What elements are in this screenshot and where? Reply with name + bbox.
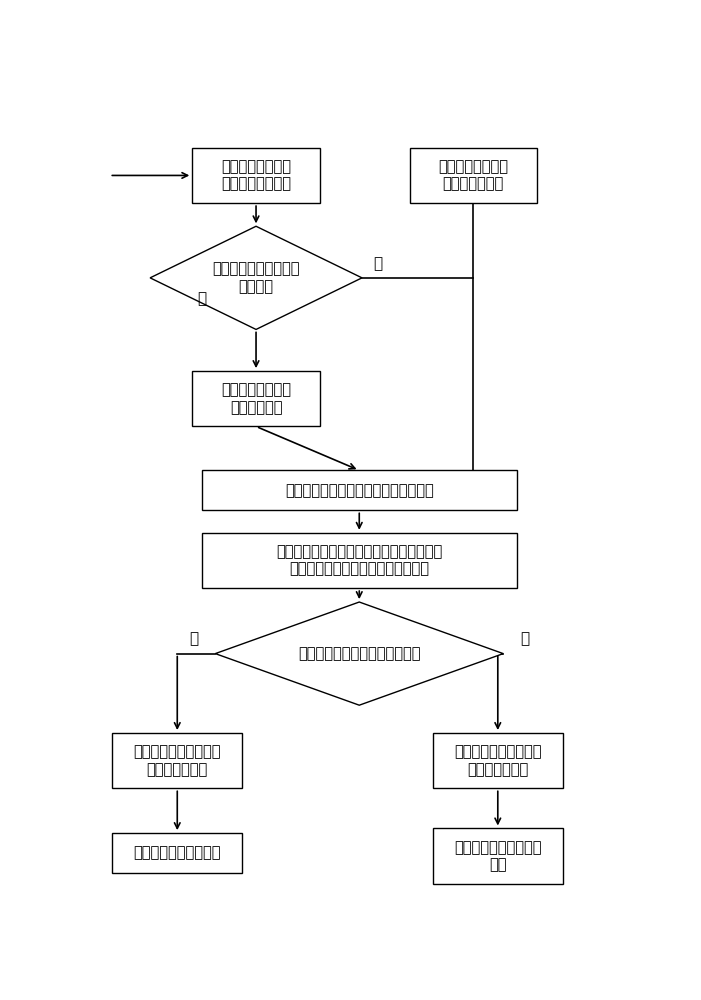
Text: 利用光路控制光入射稀土掺杂晶体材料: 利用光路控制光入射稀土掺杂晶体材料 [285,483,434,498]
Text: 计算频率时间映射关系: 计算频率时间映射关系 [133,846,221,861]
Bar [433,828,563,884]
Text: 计算待测激光器频率漂
移量: 计算待测激光器频率漂 移量 [454,840,542,872]
Text: 是否用于确定频率时间映射关系: 是否用于确定频率时间映射关系 [298,646,421,661]
Text: 经探测、采样后获得的已调光信号形成的光
谱烧孔或待测光信号形成的光谱烧孔: 经探测、采样后获得的已调光信号形成的光 谱烧孔或待测光信号形成的光谱烧孔 [276,544,442,577]
Text: 否: 否 [520,631,529,646]
Text: 利用读激光器产生
一束啁啾光信号: 利用读激光器产生 一束啁啾光信号 [438,159,508,192]
Bar [112,733,243,788]
Bar [192,371,320,426]
Text: 是: 是 [189,631,198,646]
Bar [433,733,563,788]
Bar [409,148,537,203]
Bar [202,533,517,588]
Text: 测量已调光信号形成的
光谱烧孔处时间: 测量已调光信号形成的 光谱烧孔处时间 [133,744,221,777]
Text: 利用待测激光器产
生一束待测光信号: 利用待测激光器产 生一束待测光信号 [221,159,291,192]
Text: 测量待测光信号形成的
光谱烧孔处时间: 测量待测光信号形成的 光谱烧孔处时间 [454,744,542,777]
Text: 否: 否 [374,256,383,271]
Text: 是否用于确定频率时间
映射关系: 是否用于确定频率时间 映射关系 [212,262,300,294]
Polygon shape [150,226,362,329]
Bar [192,148,320,203]
Polygon shape [215,602,503,705]
Text: 将射频信号调制到
待测光信号上: 将射频信号调制到 待测光信号上 [221,383,291,415]
Bar [112,833,243,873]
Bar [202,470,517,510]
Text: 是: 是 [197,291,206,306]
